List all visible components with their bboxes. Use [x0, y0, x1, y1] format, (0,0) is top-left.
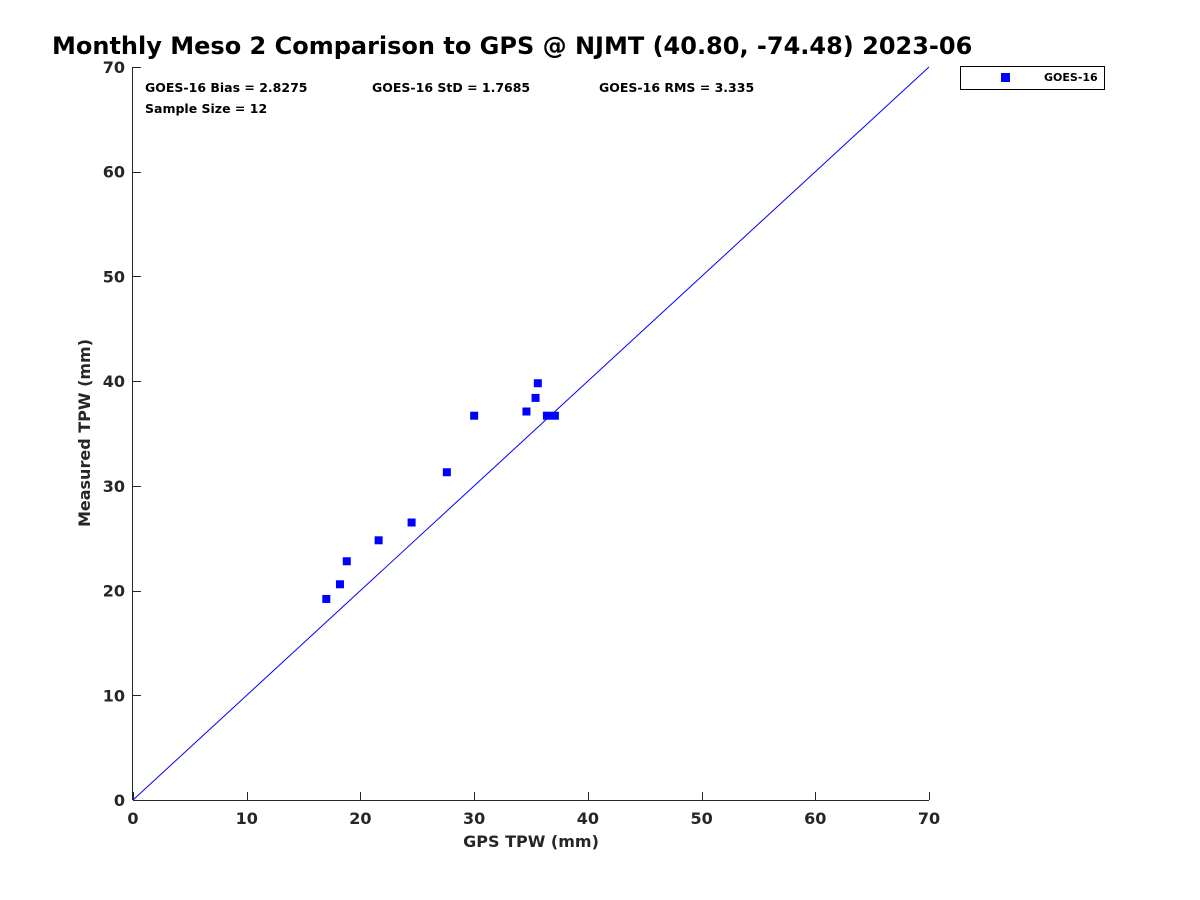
bias-annotation: GOES-16 Bias = 2.8275	[145, 80, 307, 95]
x-tick-label: 30	[463, 809, 485, 828]
x-tick-label: 0	[127, 809, 138, 828]
rms-annotation: GOES-16 RMS = 3.335	[599, 80, 754, 95]
legend-marker-square	[1001, 73, 1010, 82]
data-point	[550, 411, 559, 420]
data-point	[374, 536, 383, 545]
sample-size-annotation: Sample Size = 12	[145, 101, 267, 116]
y-tick-label: 40	[103, 372, 125, 391]
data-points	[322, 379, 559, 603]
data-point	[531, 393, 540, 402]
y-tick-label: 20	[103, 582, 125, 601]
x-tick-label: 60	[804, 809, 826, 828]
y-axis-label: Measured TPW (mm)	[75, 339, 94, 527]
x-tick-label: 10	[236, 809, 258, 828]
legend: GOES-16	[960, 66, 1105, 90]
y-tick-label: 70	[103, 58, 125, 77]
x-tick-label: 70	[918, 809, 940, 828]
data-point	[522, 407, 531, 416]
axes: 0 10 20 30 40 50 60 70 0 10 20 30 40 50 60 70	[103, 58, 940, 828]
data-point	[542, 411, 551, 420]
x-axis-label: GPS TPW (mm)	[463, 832, 599, 851]
legend-label: GOES-16	[1044, 71, 1098, 84]
x-tick-label: 50	[690, 809, 712, 828]
y-tick-label: 0	[114, 791, 125, 810]
std-annotation: GOES-16 StD = 1.7685	[372, 80, 530, 95]
legend-box	[960, 66, 1105, 90]
y-tick-label: 50	[103, 267, 125, 286]
reference-line-group	[132, 66, 930, 801]
y-tick-label: 60	[103, 163, 125, 182]
data-point	[442, 468, 451, 477]
data-point	[322, 594, 331, 603]
statistics-annotations: GOES-16 Bias = 2.8275 GOES-16 StD = 1.76…	[145, 80, 754, 116]
x-tick-label: 40	[577, 809, 599, 828]
data-point	[335, 580, 344, 589]
data-point	[342, 557, 351, 566]
data-point	[533, 379, 542, 388]
y-tick-label: 10	[103, 686, 125, 705]
data-point	[407, 518, 416, 527]
x-tick-label: 20	[349, 809, 371, 828]
chart-title: Monthly Meso 2 Comparison to GPS @ NJMT …	[52, 32, 972, 60]
data-point	[470, 411, 479, 420]
one-to-one-reference-line	[132, 66, 930, 801]
y-tick-label: 30	[103, 477, 125, 496]
